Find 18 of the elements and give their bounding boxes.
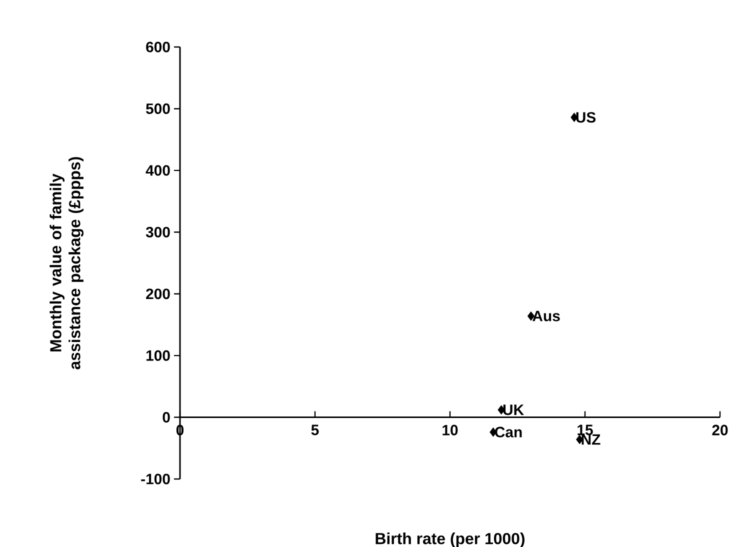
x-tick-label: 5 bbox=[311, 424, 319, 436]
x-axis-title: Birth rate (per 1000) bbox=[376, 532, 524, 547]
annotation: Can bbox=[495, 426, 522, 438]
y-tick-label: 0 bbox=[162, 412, 170, 423]
x-tick-label: 20 bbox=[712, 424, 728, 436]
y-tick-label: 500 bbox=[146, 103, 170, 114]
y-tick-label: 600 bbox=[146, 42, 170, 52]
y-tick-label: 100 bbox=[146, 350, 170, 361]
y-tick-label: 200 bbox=[146, 288, 170, 300]
annotation: US bbox=[576, 112, 596, 123]
x-tick-label: 10 bbox=[442, 424, 458, 436]
y-tick-label: -100 bbox=[141, 474, 170, 484]
y-tick-label: 400 bbox=[146, 165, 170, 176]
y-tick-label: 300 bbox=[146, 226, 170, 238]
x-tick-label: 15 bbox=[578, 424, 593, 436]
y-axis-title: Monthly value of family assistance package (£ppps) bbox=[50, 157, 84, 370]
annotation: NZ bbox=[582, 434, 600, 445]
annotation: UK bbox=[503, 404, 524, 416]
